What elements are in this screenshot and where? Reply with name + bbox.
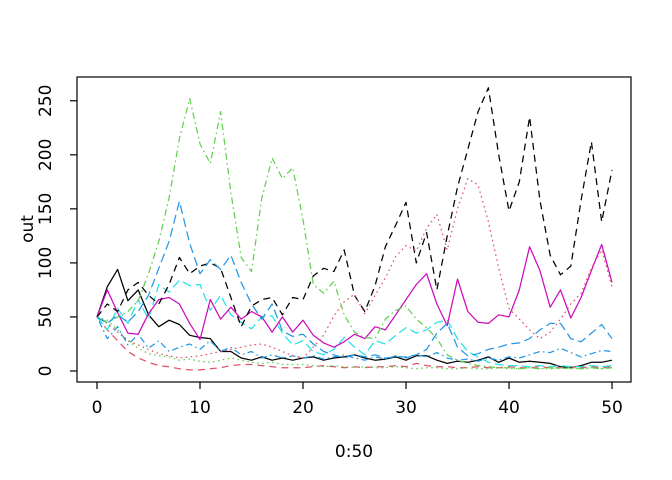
y-tick-label: 0 <box>36 366 56 377</box>
y-tick-label: 150 <box>36 193 56 225</box>
y-tick-label: 50 <box>36 306 56 328</box>
series-4-blue-dotdash-line <box>96 316 613 362</box>
series-1-black-solid-line <box>96 268 613 369</box>
series-10-blue-longdash-line <box>96 200 613 359</box>
x-tick-label: 0 <box>92 398 103 418</box>
chart-series-lines <box>96 87 613 371</box>
series-3-green-dotted-line <box>96 316 613 370</box>
y-axis-label: out <box>18 215 38 243</box>
plot-border-box <box>76 76 632 383</box>
series-9-green-dotdash-line <box>96 97 613 370</box>
series-8-red-dotted-line <box>96 177 613 359</box>
x-tick-label: 50 <box>601 398 623 418</box>
x-tick-label: 10 <box>189 398 211 418</box>
x-axis-label: 0:50 <box>335 442 373 462</box>
series-7-black-dashed-line <box>96 87 613 328</box>
axis-ticks: 0 10 20 30 40 50 0 50 100 150 200 250 <box>36 85 623 418</box>
y-tick-label: 200 <box>36 139 56 171</box>
y-tick-label: 100 <box>36 247 56 279</box>
x-tick-label: 40 <box>498 398 520 418</box>
series-6-magenta-solid-line <box>96 243 613 348</box>
y-tick-label: 250 <box>36 85 56 117</box>
x-tick-label: 20 <box>292 398 314 418</box>
x-tick-label: 30 <box>395 398 417 418</box>
series-5-cyan-longdash-line <box>96 279 613 368</box>
